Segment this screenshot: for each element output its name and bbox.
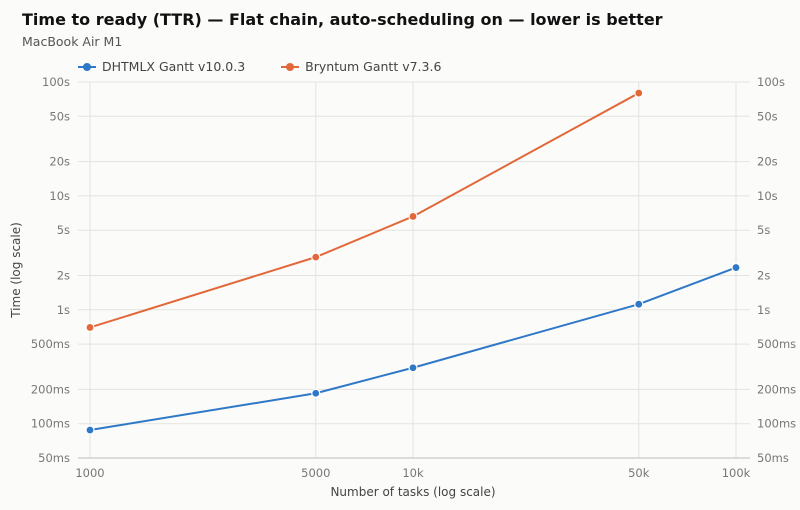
- y-tick-label-left: 1s: [57, 303, 70, 317]
- series-line-1: [89, 92, 640, 329]
- y-tick-label-left: 50ms: [38, 451, 70, 465]
- legend-swatch-dhtmlx: [78, 62, 96, 72]
- y-tick-label-left: 50s: [49, 109, 70, 123]
- gridlines: [78, 81, 750, 458]
- x-tick-label: 1000: [75, 466, 104, 480]
- x-tick-label: 50k: [628, 466, 650, 480]
- y-tick-label-right: 5s: [757, 223, 770, 237]
- x-tick-label: 5000: [301, 466, 330, 480]
- y-tick-label-left: 200ms: [31, 382, 70, 396]
- legend-label-bryntum: Bryntum Gantt v7.3.6: [305, 59, 442, 74]
- data-point-0-4[interactable]: [731, 262, 741, 273]
- y-tick-label-right: 20s: [757, 155, 778, 169]
- y-tick-label-left: 20s: [49, 155, 70, 169]
- y-axis-title: Time (log scale): [9, 222, 23, 319]
- y-tick-label-left: 100ms: [31, 417, 70, 431]
- data-point-1-2[interactable]: [408, 211, 418, 222]
- y-tick-label-right: 10s: [757, 189, 778, 203]
- y-tick-label-right: 50s: [757, 109, 778, 123]
- data-point-0-3[interactable]: [634, 299, 644, 309]
- y-tick-label-left: 10s: [49, 189, 70, 203]
- chart-title: Time to ready (TTR) — Flat chain, auto-s…: [22, 10, 663, 29]
- y-tick-label-left: 100s: [42, 75, 70, 89]
- y-tick-label-left: 500ms: [31, 337, 70, 351]
- data-point-0-2[interactable]: [408, 363, 418, 373]
- legend-label-dhtmlx: DHTMLX Gantt v10.0.3: [102, 59, 246, 74]
- data-point-0-1[interactable]: [311, 388, 321, 398]
- data-point-1-0[interactable]: [85, 322, 95, 333]
- data-point-1-3[interactable]: [634, 88, 644, 98]
- series: [85, 88, 741, 435]
- y-tick-label-right: 100s: [757, 75, 785, 89]
- legend-item-dhtmlx[interactable]: DHTMLX Gantt v10.0.3: [78, 59, 245, 74]
- legend-item-bryntum[interactable]: Bryntum Gantt v7.3.6: [281, 59, 441, 74]
- y-tick-label-right: 2s: [757, 269, 770, 283]
- y-tick-label-right: 500ms: [757, 337, 796, 351]
- data-point-0-0[interactable]: [85, 425, 95, 435]
- x-tick-label: 100k: [722, 466, 751, 480]
- legend-swatch-bryntum: [281, 62, 300, 72]
- x-tick-label: 10k: [402, 466, 424, 480]
- y-tick-label-right: 50ms: [757, 451, 789, 465]
- legend: DHTMLX Gantt v10.0.3 Bryntum Gantt v7.3.…: [78, 59, 441, 74]
- chart-subtitle: MacBook Air M1: [22, 34, 123, 49]
- x-axis-title: Number of tasks (log scale): [330, 485, 495, 499]
- y-tick-label-left: 5s: [57, 223, 70, 237]
- data-point-1-1[interactable]: [311, 252, 321, 262]
- y-tick-label-right: 1s: [757, 303, 770, 317]
- y-tick-label-left: 2s: [57, 269, 70, 283]
- y-tick-label-right: 100ms: [757, 417, 796, 431]
- axes: 50ms 50ms 100ms 100ms 200ms 200ms 500ms 500ms 1s…: [31, 75, 796, 480]
- y-tick-label-right: 200ms: [757, 382, 796, 396]
